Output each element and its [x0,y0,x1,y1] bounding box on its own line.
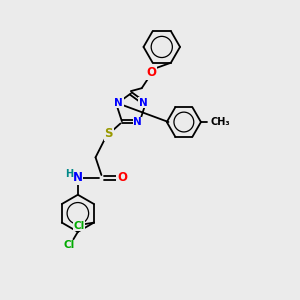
Text: Cl: Cl [63,240,75,250]
Text: N: N [139,98,147,108]
Text: O: O [146,66,157,80]
Text: H: H [66,169,74,178]
Text: Cl: Cl [74,220,85,230]
Text: N: N [73,172,83,184]
Text: CH₃: CH₃ [211,117,230,127]
Text: N: N [133,117,142,127]
Text: O: O [117,172,127,184]
Text: S: S [104,127,113,140]
Text: N: N [114,98,123,108]
